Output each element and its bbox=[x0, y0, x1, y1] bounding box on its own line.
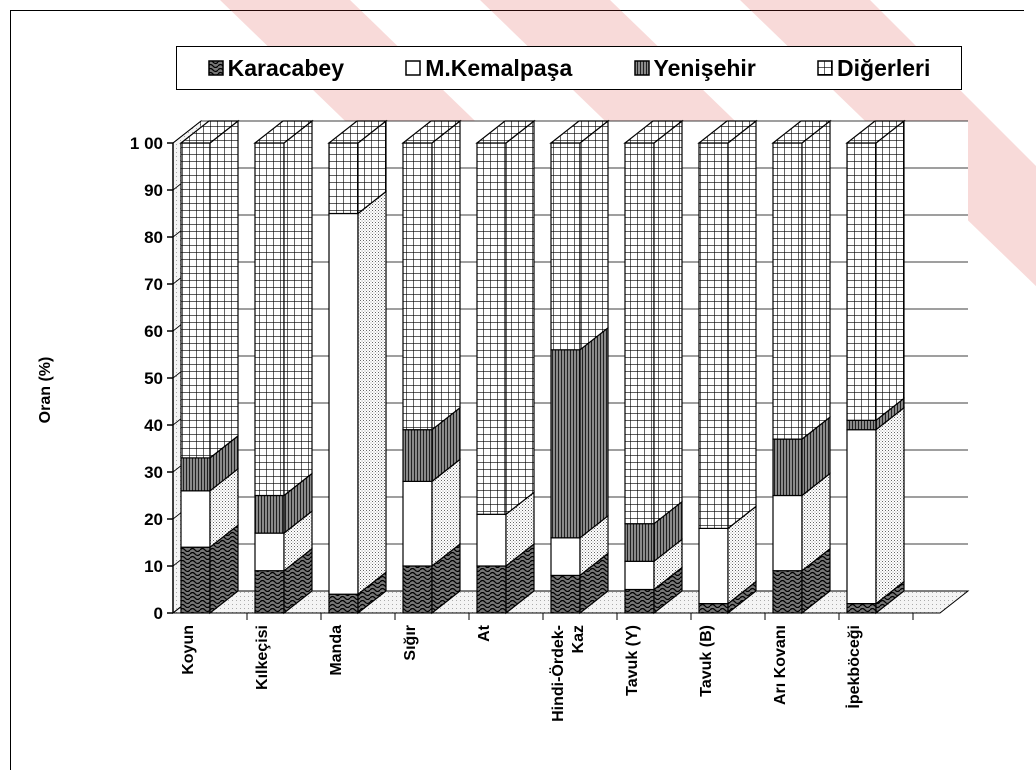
legend-item-1: Karacabey bbox=[207, 54, 344, 82]
legend: Karacabey M.Kemalpaşa Yenişehir Diğerleri bbox=[176, 46, 962, 90]
legend-swatch bbox=[633, 60, 650, 76]
bar-segment bbox=[846, 397, 905, 431]
bar-segment bbox=[698, 119, 757, 530]
y-tick-label: 20 bbox=[144, 510, 163, 529]
bar-segment bbox=[402, 542, 461, 615]
y-tick-label: 60 bbox=[144, 322, 163, 341]
x-tick-label: Kaz bbox=[570, 625, 587, 653]
x-tick-label: İpekböceği bbox=[845, 625, 863, 709]
bar-segment bbox=[624, 538, 683, 591]
bar-segment bbox=[846, 119, 905, 422]
bar-top bbox=[697, 120, 758, 144]
x-tick-label: Sığır bbox=[402, 625, 419, 661]
bar-segment bbox=[550, 552, 609, 615]
bar-segment bbox=[180, 467, 239, 549]
bar-segment bbox=[772, 119, 831, 441]
x-tick-label: Manda bbox=[328, 625, 345, 676]
x-tick-label: Tavuk (B) bbox=[698, 625, 715, 697]
bar-segment bbox=[328, 119, 387, 215]
bar-segment bbox=[476, 119, 535, 516]
x-tick-label: Arı Kovanı bbox=[772, 625, 789, 705]
bars-layer bbox=[179, 119, 906, 615]
y-tick-label: 30 bbox=[144, 463, 163, 482]
bar-top bbox=[845, 120, 906, 144]
bar-segment bbox=[180, 523, 239, 615]
y-tick-label: 0 bbox=[154, 604, 163, 623]
bar-top bbox=[327, 120, 388, 144]
bar-segment bbox=[180, 119, 239, 460]
bar-segment bbox=[328, 190, 387, 596]
bar-segment bbox=[402, 458, 461, 568]
x-tick-label: Kılkeçisi bbox=[254, 625, 271, 690]
y-tick-label: 10 bbox=[144, 557, 163, 576]
bar-segment bbox=[180, 434, 239, 493]
bar-segment bbox=[402, 406, 461, 483]
bar-segment bbox=[254, 547, 313, 615]
bar-top bbox=[623, 120, 684, 144]
bar-top bbox=[179, 120, 240, 144]
legend-item-3: Yenişehir bbox=[633, 54, 756, 82]
bar-segment bbox=[550, 326, 609, 540]
legend-label: Karacabey bbox=[227, 54, 344, 81]
bar-top bbox=[771, 120, 832, 144]
x-tick-label: Koyun bbox=[180, 625, 197, 675]
y-tick-label: 40 bbox=[144, 416, 163, 435]
gridline bbox=[172, 120, 968, 144]
bar-segment bbox=[772, 415, 831, 497]
bar-segment bbox=[772, 547, 831, 615]
legend-swatch bbox=[817, 60, 833, 76]
bar-segment bbox=[772, 472, 831, 572]
bar-segment bbox=[624, 119, 683, 525]
legend-swatch bbox=[405, 60, 421, 76]
bar-segment bbox=[402, 119, 461, 431]
bar-top bbox=[253, 120, 314, 144]
bar-top bbox=[475, 120, 536, 144]
y-tick-label: 1 00 bbox=[130, 134, 163, 153]
legend-label: M.Kemalpaşa bbox=[425, 54, 573, 81]
chart-frame bbox=[10, 10, 1024, 770]
x-tick-label: Tavuk (Y) bbox=[624, 625, 641, 696]
legend-label: Diğerleri bbox=[837, 54, 931, 81]
bar-top bbox=[549, 120, 610, 144]
bar-top bbox=[401, 120, 462, 144]
x-tick-label: Hindi-Ördek- bbox=[548, 625, 567, 722]
y-tick-label: 80 bbox=[144, 228, 163, 247]
y-tick-label: 70 bbox=[144, 275, 163, 294]
x-tick-label: At bbox=[476, 624, 493, 642]
bar-segment bbox=[846, 406, 905, 605]
bar-segment bbox=[254, 119, 313, 497]
legend-item-4: Diğerleri bbox=[817, 55, 930, 82]
legend-item-2: M.Kemalpaşa bbox=[405, 55, 572, 82]
labels-layer: 0 10 20 30 40 50 60 70 80 90 1 00 Koyun Kılkeçisi Man… bbox=[130, 134, 863, 722]
y-tick-label: 90 bbox=[144, 181, 163, 200]
bar-segment bbox=[254, 509, 313, 572]
y-tick-label: 50 bbox=[144, 369, 163, 388]
legend-label: Yenişehir bbox=[653, 54, 756, 81]
legend-swatch bbox=[207, 60, 224, 76]
bar-segment bbox=[550, 119, 609, 352]
